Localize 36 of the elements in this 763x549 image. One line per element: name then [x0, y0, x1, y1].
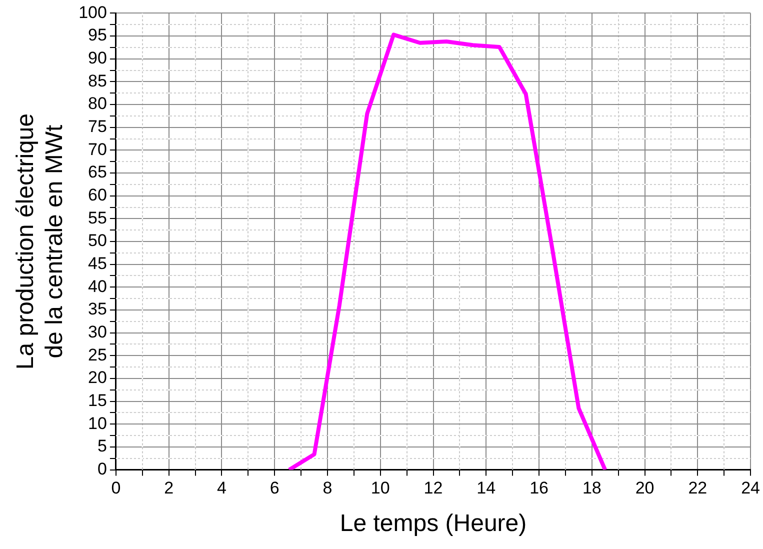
y-tick-label: 30 [88, 322, 107, 342]
y-tick-label: 25 [88, 345, 107, 364]
x-tick-label: 8 [322, 478, 332, 498]
x-tick-label: 0 [111, 478, 121, 498]
y-tick-label: 80 [88, 94, 107, 114]
y-tick-label: 5 [97, 436, 107, 456]
y-tick-label: 100 [78, 2, 107, 22]
y-tick-label: 85 [88, 71, 107, 90]
y-tick-label: 10 [88, 414, 107, 433]
x-tick-label: 12 [424, 478, 443, 498]
x-tick-label: 14 [476, 478, 496, 498]
y-axis-title: La production électrique de la centrale en MWt [12, 113, 68, 370]
y-tick-label: 65 [88, 162, 107, 182]
y-tick-label: 55 [88, 208, 107, 228]
x-tick-label: 16 [530, 478, 548, 498]
x-axis-title: Le temps (Heure) [340, 510, 527, 538]
y-tick-label: 95 [88, 26, 107, 45]
x-tick-label: 24 [741, 478, 760, 498]
x-tick-label: 18 [582, 478, 602, 498]
y-tick-label: 40 [88, 276, 107, 296]
x-tick-label: 4 [216, 478, 226, 498]
y-tick-label: 50 [88, 231, 107, 250]
y-tick-label: 45 [88, 254, 107, 274]
x-tick-label: 22 [688, 478, 708, 498]
y-tick-label: 60 [88, 186, 107, 205]
x-tick-label: 10 [370, 478, 390, 498]
x-tick-label: 6 [270, 478, 280, 498]
y-tick-label: 15 [88, 390, 107, 410]
x-tick-label: 20 [635, 478, 654, 498]
y-tick-label: 75 [88, 117, 107, 136]
x-tick-label: 2 [164, 478, 174, 498]
y-tick-label: 90 [88, 48, 107, 68]
y-tick-label: 20 [88, 368, 107, 388]
y-tick-label: 35 [88, 300, 107, 319]
y-tick-label: 70 [88, 140, 107, 159]
y-tick-label: 0 [97, 459, 107, 478]
